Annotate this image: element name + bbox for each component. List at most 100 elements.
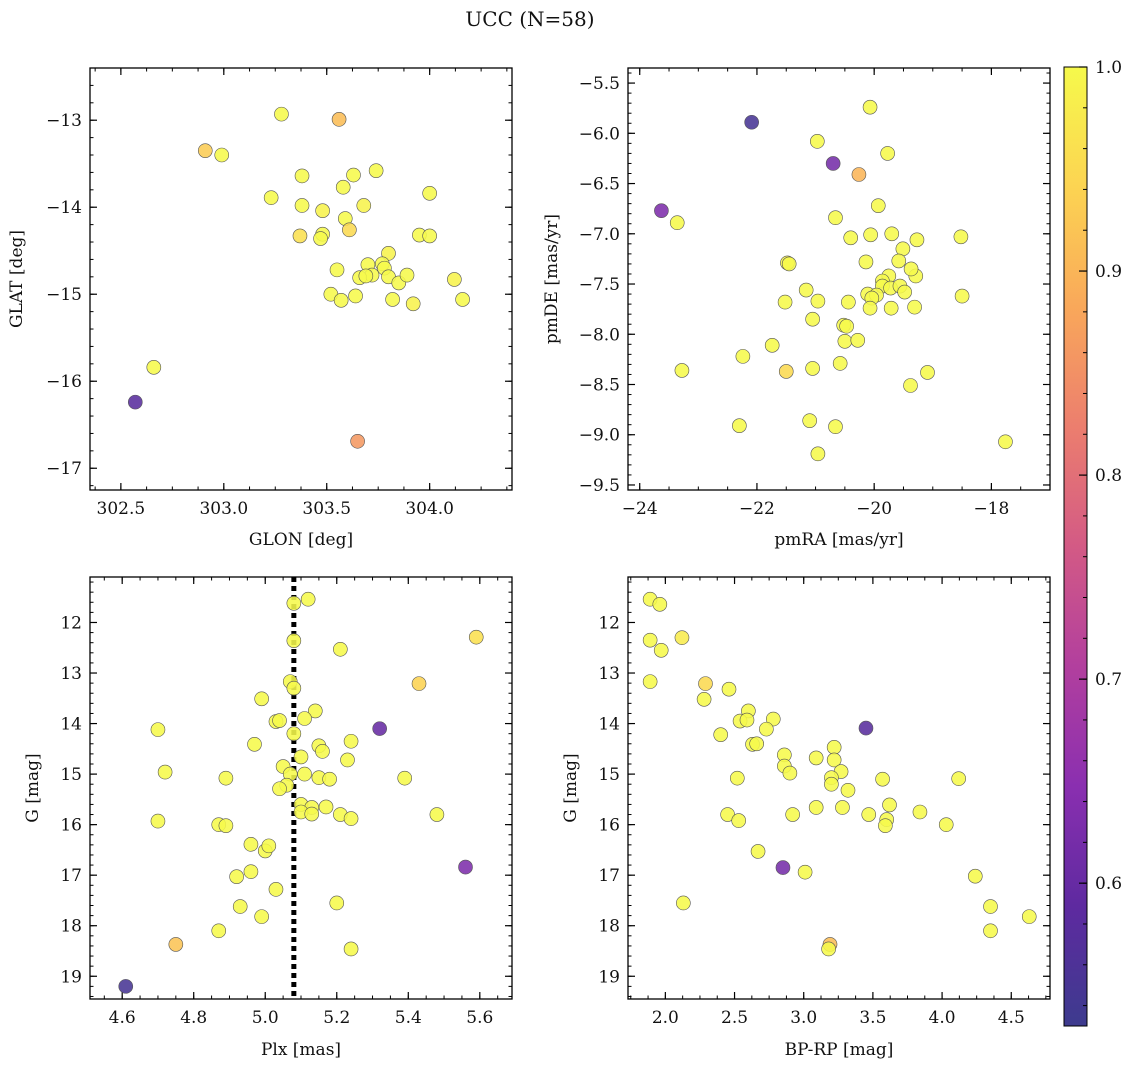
- axes-frame: [627, 67, 1051, 491]
- data-point: [828, 210, 843, 226]
- data-point: [862, 300, 878, 316]
- data-point: [261, 838, 277, 854]
- x-tick-label: 3.5: [859, 1008, 886, 1028]
- data-point: [839, 318, 854, 334]
- y-tick-label: 13: [598, 664, 620, 684]
- y-tick-label: −5.5: [579, 74, 620, 94]
- data-point: [870, 198, 886, 213]
- y-tick-label: 19: [60, 967, 82, 987]
- x-tick-label: 2.5: [721, 1008, 748, 1028]
- y-tick-label: −16: [46, 372, 82, 392]
- data-point: [802, 413, 817, 428]
- y-tick-label: −17: [46, 459, 82, 479]
- data-point: [150, 813, 166, 829]
- y-tick-label: −9.5: [579, 476, 620, 496]
- data-point: [146, 360, 162, 375]
- data-point: [348, 288, 363, 304]
- data-point: [447, 272, 462, 287]
- data-point: [397, 770, 413, 786]
- x-tick-label: 4.6: [109, 1008, 136, 1028]
- data-point: [455, 292, 470, 307]
- x-axis-label: Plx [mas]: [261, 1040, 341, 1060]
- data-point: [775, 860, 791, 875]
- data-point: [749, 736, 764, 752]
- data-point: [315, 744, 330, 759]
- data-point: [286, 726, 302, 741]
- x-tick-label: 304.0: [405, 499, 454, 519]
- data-point: [318, 799, 334, 815]
- data-point: [350, 433, 365, 449]
- y-tick-label: −8.5: [579, 376, 620, 396]
- data-point: [674, 630, 690, 645]
- data-point: [293, 749, 309, 765]
- data-point: [953, 229, 969, 245]
- data-point: [214, 147, 230, 163]
- x-tick-label: 4.0: [929, 1008, 956, 1028]
- data-point: [998, 434, 1013, 450]
- data-point: [652, 596, 668, 612]
- data-point: [897, 284, 912, 300]
- data-point: [286, 595, 302, 611]
- x-tick-label: 303.5: [302, 499, 351, 519]
- data-point: [696, 692, 712, 707]
- data-point: [750, 844, 766, 859]
- data-point: [229, 869, 244, 884]
- data-point: [168, 937, 184, 952]
- data-point: [329, 262, 345, 278]
- data-point: [411, 676, 427, 691]
- data-point: [385, 292, 400, 307]
- data-point: [732, 418, 747, 433]
- data-point: [843, 230, 859, 246]
- y-tick-label: 16: [60, 816, 82, 836]
- x-axis-label: BP-RP [mag]: [785, 1040, 894, 1060]
- data-point: [304, 806, 320, 822]
- data-point: [713, 727, 729, 742]
- data-point: [884, 226, 900, 242]
- data-point: [721, 681, 737, 697]
- data-point: [858, 720, 874, 736]
- data-point: [211, 923, 227, 939]
- colorbar-tick-label: 1.0: [1095, 58, 1122, 78]
- data-point: [340, 752, 355, 768]
- data-point: [805, 361, 820, 376]
- y-tick-label: −14: [46, 198, 82, 218]
- data-point: [810, 134, 825, 149]
- panel-glon-glat: 302.5 303.0 303.5 304.0 −13 −14 −15 −16 −17 GLON …: [7, 67, 513, 550]
- data-point: [805, 311, 820, 327]
- data-point: [808, 750, 824, 766]
- data-point: [300, 591, 316, 607]
- data-point: [247, 736, 262, 752]
- data-point: [405, 296, 421, 312]
- y-tick-label: −6.5: [579, 175, 620, 195]
- y-tick-label: 17: [598, 866, 620, 886]
- y-tick-label: −8.0: [579, 325, 620, 345]
- data-point: [837, 333, 853, 349]
- data-point: [698, 676, 713, 691]
- y-tick-label: 18: [598, 917, 620, 937]
- data-point: [642, 674, 658, 689]
- data-point: [118, 979, 134, 994]
- data-point: [674, 363, 690, 378]
- data-point: [150, 722, 166, 737]
- data-point: [810, 293, 826, 309]
- data-point: [157, 764, 173, 780]
- data-point: [358, 268, 374, 284]
- data-point: [739, 712, 755, 728]
- data-point: [824, 776, 839, 792]
- data-point: [851, 167, 867, 182]
- data-point: [778, 364, 794, 379]
- data-point: [840, 782, 856, 798]
- data-point: [263, 190, 279, 205]
- x-tick-label: −24: [622, 499, 658, 519]
- x-tick-label: −18: [973, 499, 1009, 519]
- data-point: [765, 711, 781, 727]
- data-point: [825, 156, 841, 171]
- data-point: [243, 837, 259, 852]
- data-point: [346, 167, 361, 183]
- data-point: [243, 864, 259, 879]
- data-point: [468, 629, 484, 645]
- data-point: [938, 817, 954, 832]
- data-point: [653, 642, 669, 658]
- data-point: [322, 771, 337, 787]
- data-point: [797, 864, 813, 880]
